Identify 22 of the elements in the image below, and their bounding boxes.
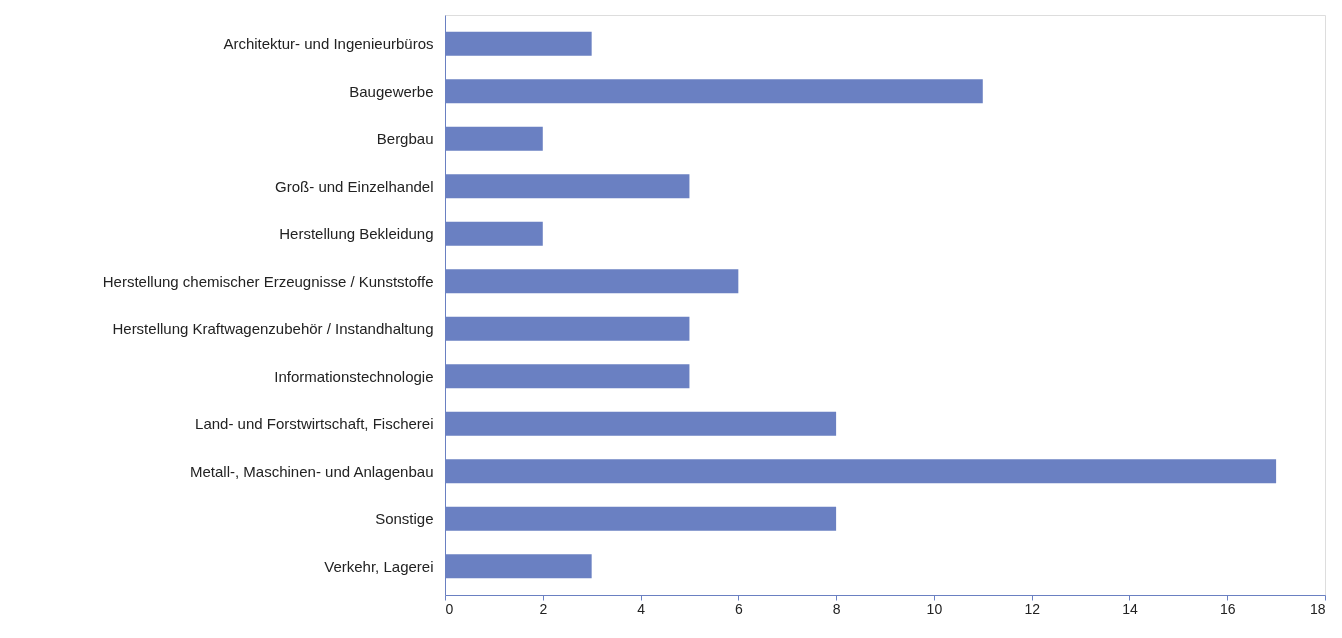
x-tick-label: 6: [734, 600, 743, 617]
y-tick-label: Land- und Forstwirtschaft, Fischerei: [195, 415, 434, 433]
y-tick-label: Architektur- und Ingenieurbüros: [223, 35, 434, 53]
x-tick-label: 16: [1219, 600, 1236, 617]
x-tick-label: 0: [445, 600, 454, 617]
y-tick-label: Herstellung Bekleidung: [279, 225, 434, 243]
x-tick-label: 4: [637, 600, 646, 617]
y-tick-label: Verkehr, Lagerei: [324, 557, 434, 575]
x-tick-label: 2: [539, 600, 548, 617]
y-tick-label: Baugewerbe: [349, 82, 434, 100]
x-tick-label: 14: [1122, 600, 1138, 617]
x-tick-label: 8: [832, 600, 841, 617]
y-tick-label: Herstellung chemischer Erzeugnisse / Kunststoffe: [102, 272, 434, 290]
x-tick-label: 10: [926, 600, 943, 617]
y-tick-label: Bergbau: [376, 130, 434, 148]
y-tick-label: Informationstechnologie: [274, 367, 434, 385]
y-tick-label: Groß- und Einzelhandel: [275, 177, 434, 195]
x-tick-label: 12: [1024, 600, 1041, 617]
y-tick-label: Sonstige: [375, 510, 434, 528]
y-tick-label: Herstellung Kraftwagenzubehör / Instandhaltung: [112, 320, 434, 338]
x-tick-label: 18: [1309, 600, 1326, 617]
y-tick-label: Metall-, Maschinen- und Anlagenbau: [190, 462, 434, 480]
